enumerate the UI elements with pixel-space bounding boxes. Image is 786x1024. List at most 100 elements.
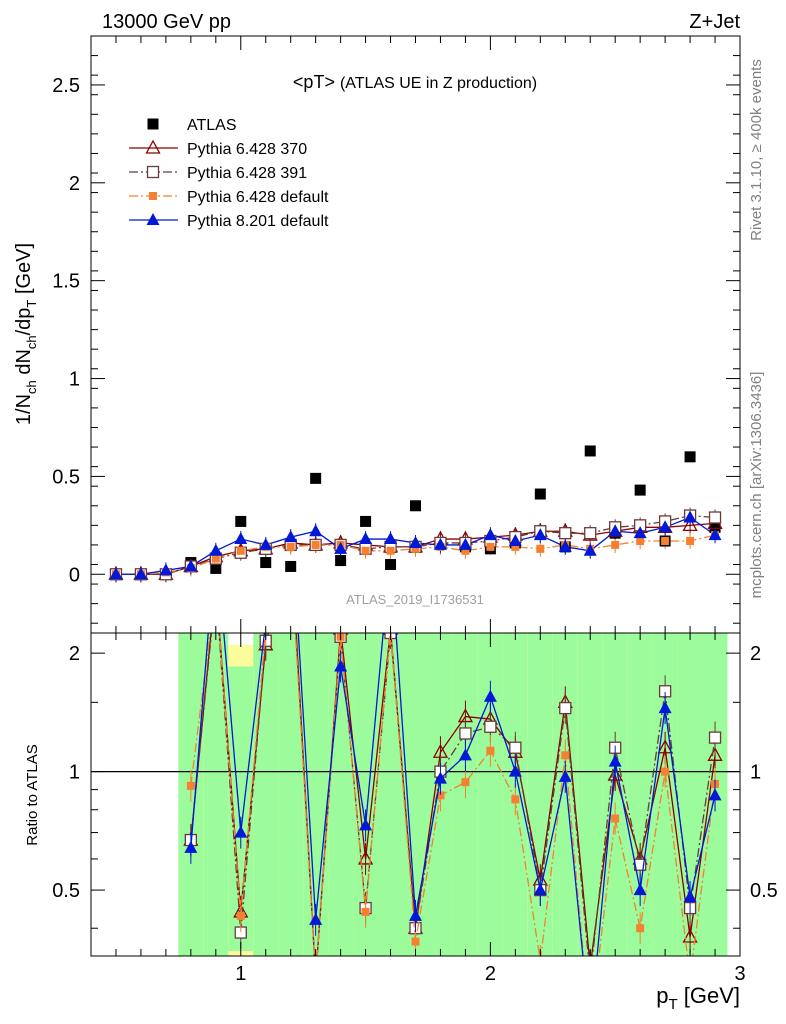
ratio-line-py8def bbox=[190, 633, 716, 956]
main-y-axis: 0 0.5 1 1.5 2 2.5 bbox=[52, 55, 740, 624]
main-point-py8def bbox=[433, 537, 447, 550]
ratio-point-py8def bbox=[458, 748, 472, 761]
ratio-line-py391 bbox=[190, 633, 716, 956]
legend-marker-py370 bbox=[145, 139, 161, 154]
main-y-tick-label: 1.5 bbox=[52, 271, 80, 293]
main-point-py8def bbox=[608, 524, 622, 537]
ratio-point-py370 bbox=[309, 970, 322, 982]
main-y-tick-label: 0.5 bbox=[52, 466, 80, 488]
main-point-py8def bbox=[508, 534, 522, 547]
main-point-py6def bbox=[661, 537, 670, 546]
main-point-py8def bbox=[683, 510, 697, 523]
main-point-py8def bbox=[633, 526, 647, 539]
header-right: Z+Jet bbox=[689, 11, 740, 33]
ratio-point-py370 bbox=[209, 577, 222, 589]
ratio-point-py8def bbox=[608, 754, 622, 767]
ratio-point-py370 bbox=[584, 959, 597, 971]
ratio-point-py8def bbox=[483, 689, 497, 702]
ratio-point-py370 bbox=[657, 739, 673, 754]
ratio-band-green bbox=[577, 633, 603, 956]
main-point-atlas bbox=[709, 521, 721, 533]
mcplots-label: mcplots.cern.ch [arXiv:1306.3436] bbox=[748, 372, 765, 599]
legend-marker-py8def bbox=[146, 213, 160, 225]
legend-marker-py391 bbox=[146, 165, 160, 179]
ratio-point-py370 bbox=[682, 928, 698, 943]
main-y-tick-label: 2.5 bbox=[52, 75, 80, 97]
main-point-atlas bbox=[210, 562, 222, 574]
main-point-py8def bbox=[533, 528, 547, 541]
plot-title: <pT> (ATLAS UE in Z production) bbox=[293, 72, 537, 92]
ratio-point-py8def bbox=[259, 615, 272, 627]
main-point-py8def bbox=[458, 537, 472, 550]
main-point-py391 bbox=[708, 511, 722, 524]
ratio-point-py8def bbox=[433, 771, 447, 784]
ratio-point-py370 bbox=[707, 746, 723, 761]
ratio-point-py8def bbox=[334, 659, 348, 672]
ratio-point-py6def bbox=[461, 778, 470, 787]
main-point-atlas bbox=[684, 451, 696, 463]
main-point-atlas bbox=[310, 472, 322, 484]
main-point-py8def bbox=[558, 539, 572, 552]
ratio-band-green bbox=[602, 633, 628, 956]
main-point-py8def bbox=[309, 524, 323, 537]
main-point-atlas bbox=[260, 557, 272, 569]
ratio-x-axis: 1 2 3 bbox=[115, 633, 746, 985]
main-point-atlas bbox=[410, 500, 421, 512]
main-point-py6def bbox=[361, 546, 370, 555]
ratio-point-py6def bbox=[686, 973, 694, 981]
main-point-py8def bbox=[583, 543, 597, 556]
ratio-point-py391 bbox=[310, 972, 321, 983]
main-point-py8def bbox=[658, 520, 672, 533]
ratio-band-green bbox=[378, 633, 404, 956]
ratio-band-green bbox=[303, 633, 329, 956]
ratio-y-tick-label-right: 2 bbox=[750, 643, 761, 665]
ratio-point-py6def bbox=[361, 907, 370, 916]
plot-title-main: <pT> bbox=[293, 72, 335, 92]
main-y-tick-label: 2 bbox=[69, 173, 80, 195]
main-point-py8def bbox=[708, 528, 722, 541]
main-point-py8def bbox=[384, 532, 398, 545]
main-x-ticks bbox=[115, 36, 741, 633]
main-point-atlas bbox=[584, 445, 596, 457]
ratio-point-py6def bbox=[312, 973, 320, 981]
ratio-y-tick-label: 2 bbox=[69, 643, 80, 665]
ratio-point-py6def bbox=[561, 751, 570, 760]
main-point-py6def bbox=[511, 542, 520, 551]
x-axis-label: pT [GeV] bbox=[656, 983, 740, 1013]
ratio-point-py8def bbox=[209, 532, 222, 544]
ratio-y-tick-label: 1 bbox=[69, 762, 80, 784]
header-left: 13000 GeV pp bbox=[102, 11, 231, 33]
legend-label-py391: Pythia 6.428 391 bbox=[187, 165, 307, 182]
main-point-py8def bbox=[409, 535, 422, 548]
ratio-y-label: Ratio to ATLAS bbox=[24, 744, 41, 845]
ratio-point-py6def bbox=[186, 781, 195, 790]
ratio-point-py6def bbox=[411, 937, 420, 946]
ratio-point-py8def bbox=[633, 883, 647, 896]
main-point-py6def bbox=[236, 546, 245, 555]
main-point-py6def bbox=[311, 540, 320, 549]
main-point-atlas bbox=[285, 560, 297, 572]
ratio-point-py6def bbox=[636, 924, 645, 933]
ratio-point-py6def bbox=[661, 767, 670, 776]
ratio-point-py391 bbox=[559, 701, 572, 715]
ratio-point-py6def bbox=[511, 795, 520, 804]
ratio-point-py8def bbox=[409, 908, 422, 921]
main-point-py8def bbox=[234, 532, 248, 545]
ratio-point-py8def bbox=[184, 840, 198, 853]
main-panel: 0 0.5 1 1.5 2 2.5 bbox=[52, 35, 741, 634]
ratio-point-py8def bbox=[683, 890, 697, 903]
ratio-y-axis: 0.5 0.5 1 1 2 2 bbox=[52, 643, 778, 929]
legend-marker-atlas bbox=[147, 118, 159, 130]
legend: ATLAS Pythia 6.428 370 Pythia 6.428 391 Pyt… bbox=[129, 117, 329, 230]
main-point-atlas bbox=[335, 555, 347, 567]
watermark: ATLAS_2019_I1736531 bbox=[346, 592, 484, 607]
main-point-py370 bbox=[682, 516, 698, 531]
main-point-py6def bbox=[411, 544, 420, 553]
ratio-point-py8def bbox=[658, 701, 672, 714]
ratio-point-py6def bbox=[436, 791, 445, 800]
legend-marker-py6def bbox=[149, 192, 157, 200]
ratio-point-py8def bbox=[708, 788, 722, 801]
main-point-atlas bbox=[360, 515, 372, 527]
ratio-point-py8def bbox=[533, 883, 547, 896]
